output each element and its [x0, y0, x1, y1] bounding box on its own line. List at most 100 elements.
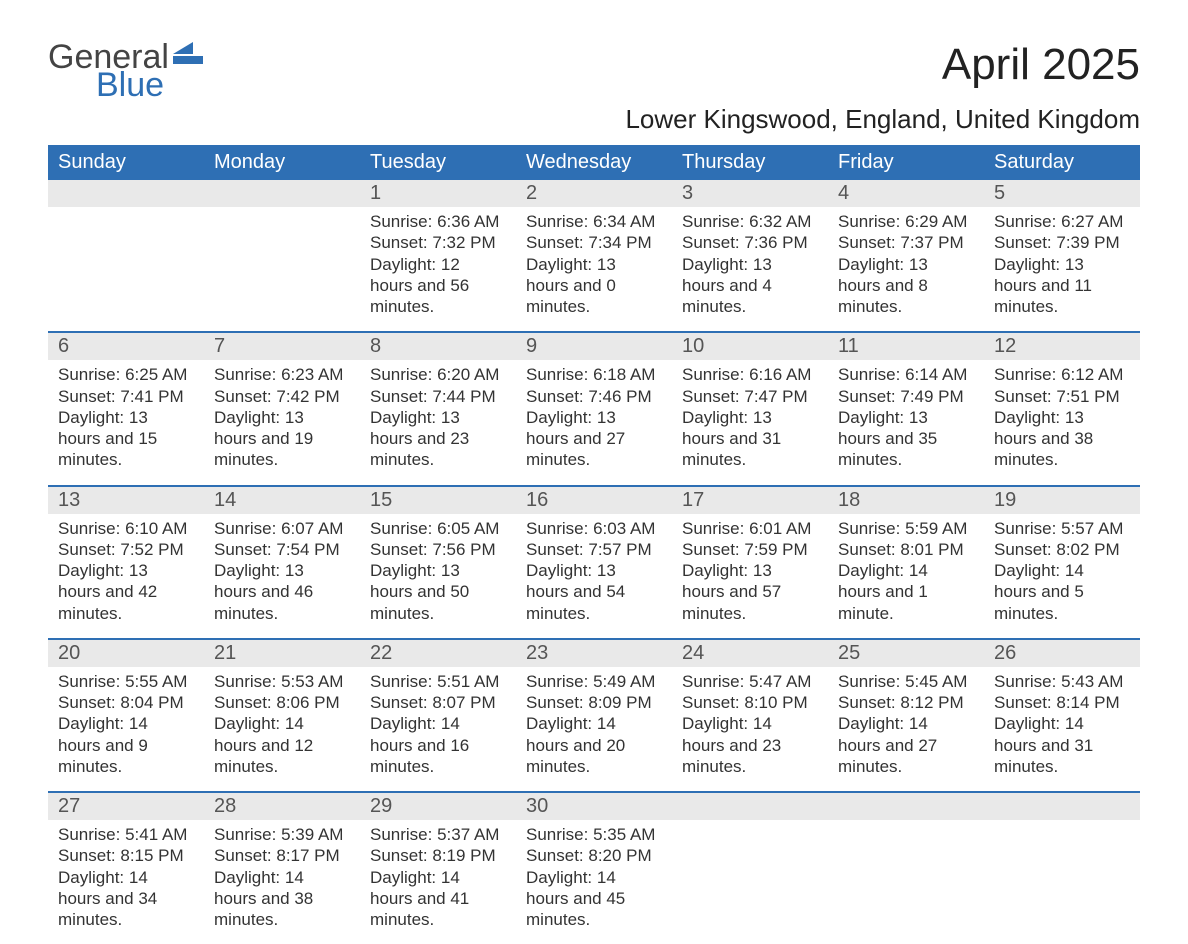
day-cell	[672, 820, 828, 930]
day-number: 4	[828, 180, 984, 207]
sunset-text: Sunset: 8:02 PM	[994, 539, 1130, 560]
sunrise-text: Sunrise: 6:03 AM	[526, 518, 662, 539]
day-header: Tuesday	[360, 145, 516, 180]
sunset-text: Sunset: 8:12 PM	[838, 692, 974, 713]
sunset-text: Sunset: 7:32 PM	[370, 232, 506, 253]
sunrise-text: Sunrise: 6:25 AM	[58, 364, 194, 385]
day-number-row: 27282930	[48, 793, 1140, 820]
sunset-text: Sunset: 7:51 PM	[994, 386, 1130, 407]
sunrise-text: Sunrise: 6:14 AM	[838, 364, 974, 385]
sunrise-text: Sunrise: 5:45 AM	[838, 671, 974, 692]
day-number-row: 13141516171819	[48, 487, 1140, 514]
location: Lower Kingswood, England, United Kingdom	[625, 104, 1140, 135]
daylight-text: Daylight: 13 hours and 8 minutes.	[838, 254, 974, 318]
sunrise-text: Sunrise: 6:32 AM	[682, 211, 818, 232]
week: 6789101112Sunrise: 6:25 AMSunset: 7:41 P…	[48, 331, 1140, 484]
calendar: Sunday Monday Tuesday Wednesday Thursday…	[48, 145, 1140, 944]
day-number: 10	[672, 333, 828, 360]
calendar-day-headers: Sunday Monday Tuesday Wednesday Thursday…	[48, 145, 1140, 180]
sunset-text: Sunset: 7:39 PM	[994, 232, 1130, 253]
sunset-text: Sunset: 7:56 PM	[370, 539, 506, 560]
sunrise-text: Sunrise: 5:41 AM	[58, 824, 194, 845]
day-cell: Sunrise: 5:53 AMSunset: 8:06 PMDaylight:…	[204, 667, 360, 777]
daylight-text: Daylight: 13 hours and 11 minutes.	[994, 254, 1130, 318]
day-number: 27	[48, 793, 204, 820]
week: 27282930Sunrise: 5:41 AMSunset: 8:15 PMD…	[48, 791, 1140, 944]
daylight-text: Daylight: 12 hours and 56 minutes.	[370, 254, 506, 318]
daylight-text: Daylight: 14 hours and 1 minute.	[838, 560, 974, 624]
day-number-row: 12345	[48, 180, 1140, 207]
sunset-text: Sunset: 7:49 PM	[838, 386, 974, 407]
day-number: 5	[984, 180, 1140, 207]
sunset-text: Sunset: 7:47 PM	[682, 386, 818, 407]
sunrise-text: Sunrise: 5:53 AM	[214, 671, 350, 692]
sunrise-text: Sunrise: 5:49 AM	[526, 671, 662, 692]
day-cell: Sunrise: 6:07 AMSunset: 7:54 PMDaylight:…	[204, 514, 360, 624]
sunset-text: Sunset: 7:59 PM	[682, 539, 818, 560]
logo-word2: Blue	[96, 68, 203, 102]
day-cell: Sunrise: 5:39 AMSunset: 8:17 PMDaylight:…	[204, 820, 360, 930]
day-header: Wednesday	[516, 145, 672, 180]
day-number: 8	[360, 333, 516, 360]
sunrise-text: Sunrise: 6:01 AM	[682, 518, 818, 539]
day-cell: Sunrise: 6:29 AMSunset: 7:37 PMDaylight:…	[828, 207, 984, 317]
day-number: 1	[360, 180, 516, 207]
sunrise-text: Sunrise: 5:47 AM	[682, 671, 818, 692]
day-number: 26	[984, 640, 1140, 667]
sunset-text: Sunset: 7:57 PM	[526, 539, 662, 560]
daylight-text: Daylight: 14 hours and 45 minutes.	[526, 867, 662, 931]
day-number: 16	[516, 487, 672, 514]
day-number: 12	[984, 333, 1140, 360]
sunset-text: Sunset: 8:01 PM	[838, 539, 974, 560]
daylight-text: Daylight: 14 hours and 9 minutes.	[58, 713, 194, 777]
sunrise-text: Sunrise: 5:55 AM	[58, 671, 194, 692]
sunrise-text: Sunrise: 6:23 AM	[214, 364, 350, 385]
day-number: 2	[516, 180, 672, 207]
day-number	[672, 793, 828, 820]
day-cell: Sunrise: 5:55 AMSunset: 8:04 PMDaylight:…	[48, 667, 204, 777]
day-content-row: Sunrise: 5:55 AMSunset: 8:04 PMDaylight:…	[48, 667, 1140, 791]
daylight-text: Daylight: 14 hours and 27 minutes.	[838, 713, 974, 777]
daylight-text: Daylight: 13 hours and 19 minutes.	[214, 407, 350, 471]
day-number: 7	[204, 333, 360, 360]
sunset-text: Sunset: 8:10 PM	[682, 692, 818, 713]
day-cell: Sunrise: 6:12 AMSunset: 7:51 PMDaylight:…	[984, 360, 1140, 470]
day-number: 19	[984, 487, 1140, 514]
day-cell: Sunrise: 5:47 AMSunset: 8:10 PMDaylight:…	[672, 667, 828, 777]
daylight-text: Daylight: 14 hours and 31 minutes.	[994, 713, 1130, 777]
day-number: 15	[360, 487, 516, 514]
day-number: 23	[516, 640, 672, 667]
day-cell: Sunrise: 5:57 AMSunset: 8:02 PMDaylight:…	[984, 514, 1140, 624]
sunrise-text: Sunrise: 5:37 AM	[370, 824, 506, 845]
week: 20212223242526Sunrise: 5:55 AMSunset: 8:…	[48, 638, 1140, 791]
daylight-text: Daylight: 13 hours and 31 minutes.	[682, 407, 818, 471]
daylight-text: Daylight: 14 hours and 23 minutes.	[682, 713, 818, 777]
daylight-text: Daylight: 13 hours and 50 minutes.	[370, 560, 506, 624]
day-content-row: Sunrise: 6:36 AMSunset: 7:32 PMDaylight:…	[48, 207, 1140, 331]
day-cell: Sunrise: 5:41 AMSunset: 8:15 PMDaylight:…	[48, 820, 204, 930]
sunset-text: Sunset: 8:19 PM	[370, 845, 506, 866]
sunrise-text: Sunrise: 6:29 AM	[838, 211, 974, 232]
sunset-text: Sunset: 7:42 PM	[214, 386, 350, 407]
day-header: Sunday	[48, 145, 204, 180]
day-cell: Sunrise: 6:18 AMSunset: 7:46 PMDaylight:…	[516, 360, 672, 470]
day-number: 21	[204, 640, 360, 667]
day-number: 18	[828, 487, 984, 514]
day-cell: Sunrise: 6:32 AMSunset: 7:36 PMDaylight:…	[672, 207, 828, 317]
day-number: 3	[672, 180, 828, 207]
sunrise-text: Sunrise: 6:36 AM	[370, 211, 506, 232]
sunset-text: Sunset: 8:04 PM	[58, 692, 194, 713]
day-number: 29	[360, 793, 516, 820]
sunset-text: Sunset: 8:17 PM	[214, 845, 350, 866]
day-number-row: 6789101112	[48, 333, 1140, 360]
daylight-text: Daylight: 13 hours and 38 minutes.	[994, 407, 1130, 471]
day-cell: Sunrise: 6:23 AMSunset: 7:42 PMDaylight:…	[204, 360, 360, 470]
day-number: 13	[48, 487, 204, 514]
day-cell: Sunrise: 5:59 AMSunset: 8:01 PMDaylight:…	[828, 514, 984, 624]
sunrise-text: Sunrise: 5:39 AM	[214, 824, 350, 845]
day-cell: Sunrise: 6:05 AMSunset: 7:56 PMDaylight:…	[360, 514, 516, 624]
day-cell: Sunrise: 5:37 AMSunset: 8:19 PMDaylight:…	[360, 820, 516, 930]
day-header: Monday	[204, 145, 360, 180]
logo: General Blue	[48, 40, 203, 102]
sunrise-text: Sunrise: 5:43 AM	[994, 671, 1130, 692]
